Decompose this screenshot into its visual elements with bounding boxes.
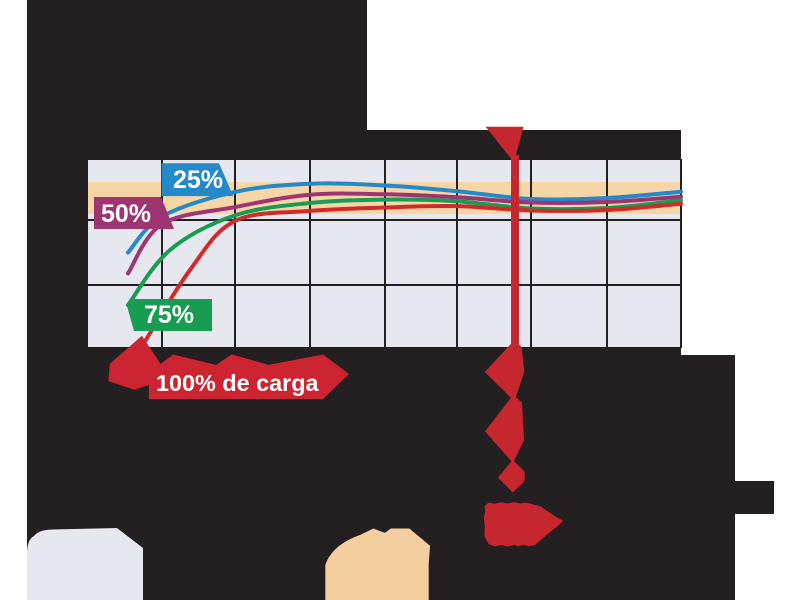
svg-text:100% de carga: 100% de carga bbox=[156, 370, 320, 396]
svg-text:75%: 75% bbox=[144, 301, 194, 329]
svg-text:50%: 50% bbox=[101, 200, 151, 228]
svg-text:25%: 25% bbox=[173, 166, 223, 194]
